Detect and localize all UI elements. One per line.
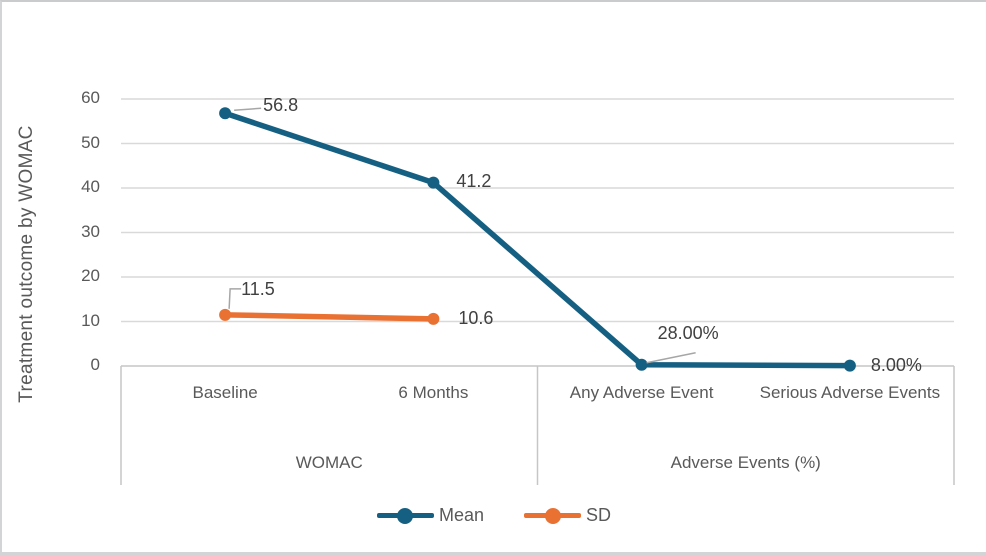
leader-line-56-8 bbox=[234, 107, 262, 111]
leader-line-11-5 bbox=[228, 288, 242, 309]
legend-label-sd: SD bbox=[586, 505, 612, 525]
series-line-sd bbox=[222, 312, 437, 322]
x-category-label-serious-adverse-events: Serious Adverse Events bbox=[759, 383, 941, 402]
legend-item-sd: SD bbox=[524, 505, 611, 526]
y-tick-label-10: 10 bbox=[81, 310, 100, 330]
data-label-mean-6-months: 41.2 bbox=[456, 170, 492, 191]
data-label-mean-baseline: 56.8 bbox=[263, 95, 299, 116]
sd-line-marker-icon bbox=[524, 507, 581, 524]
data-point-sd bbox=[219, 308, 232, 321]
chart-legend: Mean SD bbox=[2, 505, 986, 526]
leader-line-28-00 bbox=[646, 352, 696, 364]
y-tick-label-50: 50 bbox=[81, 132, 100, 152]
data-label-mean-serious-adverse-events: 8.00% bbox=[870, 354, 922, 375]
legend-label-mean: Mean bbox=[438, 505, 484, 525]
sd-dot-marker-icon bbox=[544, 507, 561, 524]
x-category-label-any-adverse-event: Any Adverse Event bbox=[569, 383, 714, 402]
x-group-label-adverse-events: Adverse Events (%) bbox=[670, 453, 821, 472]
series-line-mean bbox=[222, 110, 853, 369]
y-tick-label-60: 60 bbox=[81, 88, 100, 107]
data-label-mean-any-adverse-event: 28.00% bbox=[657, 322, 719, 343]
y-tick-label-40: 40 bbox=[81, 177, 100, 196]
data-point-mean bbox=[427, 176, 440, 189]
mean-dot-marker-icon bbox=[397, 507, 414, 524]
y-tick-label-20: 20 bbox=[81, 266, 100, 285]
data-point-mean bbox=[635, 358, 648, 371]
legend-item-mean: Mean bbox=[376, 505, 484, 526]
y-axis-title: Treatment outcome by WOMAC bbox=[16, 125, 37, 403]
data-point-mean bbox=[843, 359, 856, 372]
y-tick-label-30: 30 bbox=[81, 221, 100, 241]
y-tick-label-0: 0 bbox=[90, 355, 100, 374]
data-label-sd-baseline: 11.5 bbox=[241, 278, 275, 299]
mean-line-marker-icon bbox=[376, 507, 434, 524]
data-point-mean bbox=[219, 107, 232, 120]
data-label-sd-6-months: 10.6 bbox=[458, 307, 494, 328]
data-point-sd bbox=[427, 312, 440, 325]
x-group-label-womac: WOMAC bbox=[295, 453, 363, 472]
x-category-label-6-months: 6 Months bbox=[398, 383, 469, 402]
x-category-label-baseline: Baseline bbox=[192, 383, 258, 402]
